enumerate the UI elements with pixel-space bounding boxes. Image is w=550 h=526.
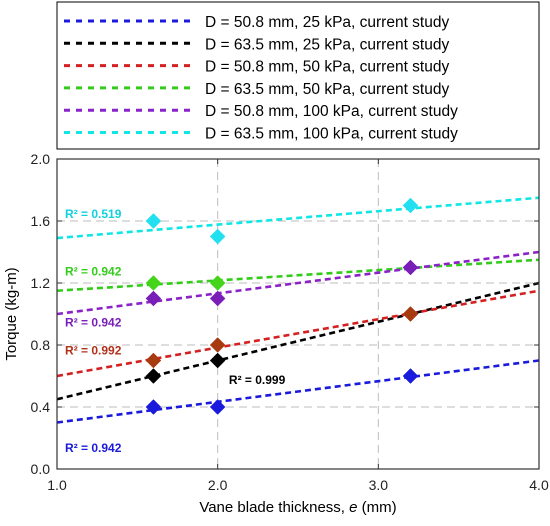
fit-line-series-1 bbox=[56, 359, 540, 424]
r2-label-series-2: R² = 0.999 bbox=[229, 373, 286, 387]
data-point-series-6 bbox=[145, 213, 162, 229]
r2-label-series-4: R² = 0.942 bbox=[65, 264, 122, 278]
y-tick-label: 1.2 bbox=[31, 275, 51, 291]
data-point-series-6 bbox=[209, 228, 226, 245]
legend-label-series-3: D = 50.8 mm, 50 kPa, current study bbox=[205, 59, 449, 76]
x-axis-title-variable: e bbox=[349, 499, 357, 516]
data-point-series-1 bbox=[145, 399, 162, 415]
markers bbox=[145, 197, 419, 415]
x-tick-label: 4.0 bbox=[529, 477, 549, 493]
data-point-series-1 bbox=[402, 368, 419, 384]
fit-line-series-3 bbox=[56, 289, 540, 378]
y-tick-label: 0.4 bbox=[31, 399, 51, 415]
data-point-series-3 bbox=[145, 352, 162, 369]
fit-line-series-5 bbox=[56, 250, 540, 316]
plot-frame bbox=[56, 158, 540, 470]
r2-labels: R² = 0.942 R² = 0.999 R² = 0.992 R² = 0.942… bbox=[65, 207, 286, 455]
legend-label-series-4: D = 63.5 mm, 50 kPa, current study bbox=[205, 81, 449, 98]
fit-line-series-2 bbox=[56, 281, 540, 401]
legend: D = 50.8 mm, 25 kPa, current study D = 63… bbox=[56, 1, 540, 150]
fit-line-series-6 bbox=[56, 196, 540, 240]
data-point-series-2 bbox=[145, 368, 162, 384]
data-point-series-5 bbox=[402, 259, 419, 276]
fit-lines bbox=[56, 196, 540, 424]
x-tick-label: 1.0 bbox=[47, 477, 67, 493]
r2-label-series-6: R² = 0.519 bbox=[65, 207, 122, 221]
r2-label-series-3: R² = 0.992 bbox=[65, 343, 122, 357]
y-axis-title: Torque (kg-m) bbox=[3, 267, 20, 360]
x-tick-label: 2.0 bbox=[208, 477, 228, 493]
legend-label-series-1: D = 50.8 mm, 25 kPa, current study bbox=[205, 14, 449, 31]
y-tick-label: 2.0 bbox=[31, 151, 51, 167]
y-tick-label: 0.0 bbox=[31, 461, 51, 477]
data-point-series-3 bbox=[209, 337, 226, 353]
r2-label-series-5: R² = 0.942 bbox=[65, 315, 122, 329]
data-point-series-5 bbox=[145, 290, 162, 307]
r2-label-series-1: R² = 0.942 bbox=[65, 441, 122, 455]
x-axis-title-part-1: Vane blade thickness, bbox=[199, 499, 349, 516]
fit-line-series-4 bbox=[56, 258, 540, 293]
data-point-series-4 bbox=[209, 275, 226, 291]
legend-label-series-6: D = 63.5 mm, 100 kPa, current study bbox=[205, 126, 458, 143]
x-tick-label: 3.0 bbox=[369, 477, 389, 493]
ticks: 1.0 2.0 3.0 4.0 0.0 0.4 0.8 1.2 1.6 2.0 bbox=[31, 151, 549, 493]
data-point-series-3 bbox=[402, 306, 419, 322]
data-point-series-5 bbox=[209, 290, 226, 307]
y-tick-label: 0.8 bbox=[31, 337, 51, 353]
data-point-series-4 bbox=[145, 275, 162, 291]
data-point-series-2 bbox=[209, 352, 226, 369]
y-tick-label: 1.6 bbox=[31, 213, 51, 229]
data-point-series-6 bbox=[402, 197, 419, 214]
data-point-series-1 bbox=[209, 399, 226, 415]
x-axis-title: Vane blade thickness, e (mm) bbox=[199, 499, 396, 516]
legend-label-series-5: D = 50.8 mm, 100 kPa, current study bbox=[205, 103, 458, 120]
legend-box bbox=[56, 1, 540, 150]
x-axis-title-part-2: (mm) bbox=[358, 499, 397, 516]
legend-label-series-2: D = 63.5 mm, 25 kPa, current study bbox=[205, 36, 449, 53]
